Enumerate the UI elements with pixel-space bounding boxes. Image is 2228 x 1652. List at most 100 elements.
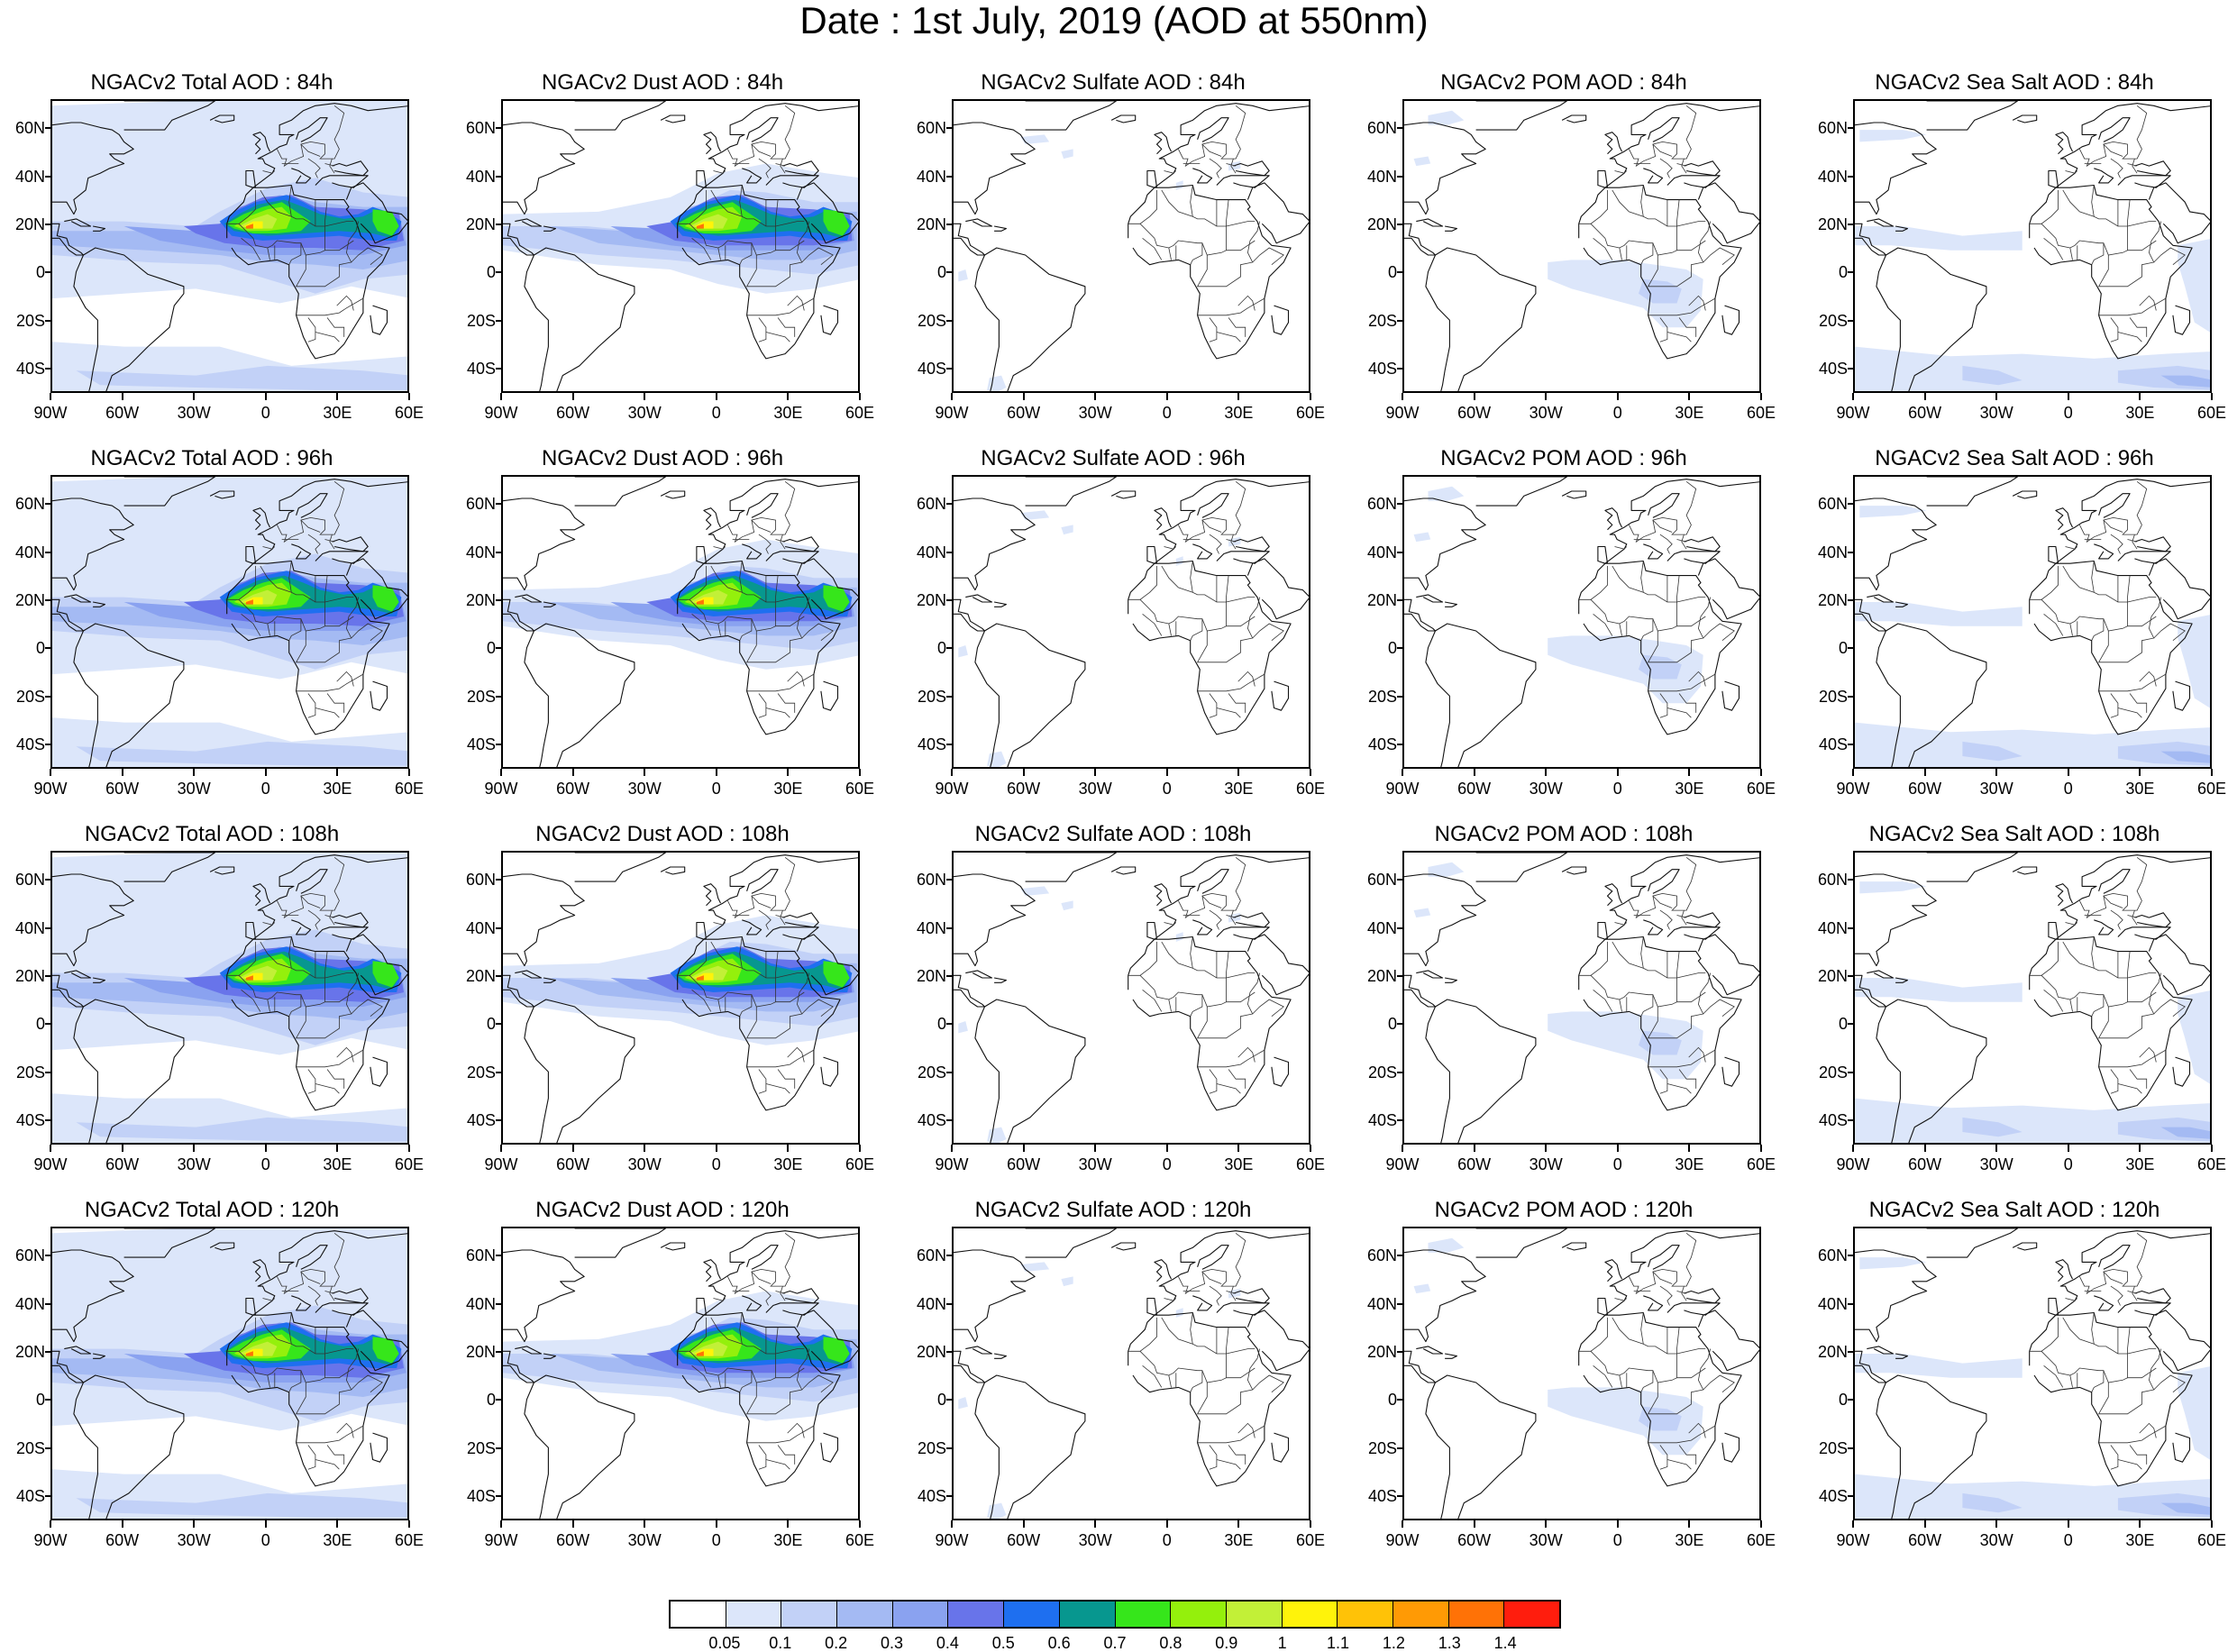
lat-tick [1397,974,1404,977]
country-border [2065,546,2078,550]
country-border [1161,941,1229,979]
lon-tick-label: 60E [2196,780,2227,798]
country-border [324,163,335,167]
country-border [1640,1312,1644,1345]
coastline [954,873,1036,967]
coastline [2048,854,2210,940]
map-plot-area [1853,475,2212,769]
lon-tick [1237,393,1240,400]
country-border [751,1271,772,1284]
country-border [1629,105,1697,168]
coastline [765,551,819,564]
coastline [2055,1259,2073,1282]
map-plot-area [1853,99,2212,393]
aod-contour-fill [1548,260,1703,328]
lat-tick [946,223,954,225]
country-border [324,1291,335,1294]
lat-tick-label: 20N [1817,214,1848,233]
lat-tick [496,127,503,130]
country-border [1216,707,1241,718]
country-border [1128,1317,1157,1352]
country-border [1196,221,1260,288]
country-border [300,143,321,157]
country-border [307,1445,316,1470]
country-border [1201,895,1222,908]
coastline [1146,1230,1309,1316]
country-border [241,613,261,636]
coastline [1416,970,1444,979]
coastline [226,560,390,735]
country-border [1703,999,1735,1018]
country-border [288,936,292,969]
country-border [765,1459,790,1470]
panel-title: NGACv2 Sea Salt AOD : 96h [1875,446,2154,470]
map-plot-area [50,1227,409,1520]
lat-tick [1848,1447,1855,1449]
lat-tick-label: 20N [465,590,496,609]
country-border [1676,616,1706,627]
coastline [64,1346,92,1355]
country-border [1593,613,1613,636]
country-border [2127,991,2157,1003]
country-border [267,247,270,260]
country-border [1209,1445,1218,1470]
country-border [2110,1445,2119,1470]
country-border [1619,247,1622,260]
country-border [1226,915,1237,918]
lon-tick [859,1145,861,1152]
lat-tick [45,1119,52,1122]
coastline [1128,560,1292,735]
coastline [796,1310,858,1372]
lat-tick [1397,1071,1404,1073]
coastline [1926,1228,2018,1258]
map-panel-pom: NGACv2 POM AOD : 96h 60N 40N 20N 0 20S 40S 90W 6… [1352,446,1776,808]
aod-contour-fill [987,751,1007,767]
lon-tick [1022,769,1025,776]
coastline [1666,551,1721,564]
country-border [2041,975,2128,1008]
colorbar-cell [1004,1602,1060,1627]
country-border [1168,999,1172,1012]
panel-title: NGACv2 Sulfate AOD : 120h [974,1198,1252,1222]
coastline [252,883,270,907]
coastline [974,247,1086,391]
panel-title: NGACv2 Dust AOD : 84h [541,70,784,95]
lon-tick-label: 60W [105,1155,140,1173]
lat-tick [496,695,503,698]
lat-tick [496,647,503,650]
country-border [1226,163,1237,167]
lat-tick-label: 40N [1366,167,1397,186]
lon-tick [787,393,790,400]
lat-tick [946,1495,954,1498]
coastline [1404,1350,1437,1383]
lat-tick [1848,1399,1855,1401]
lat-tick [496,598,503,601]
coastline [370,680,388,711]
coastline [574,477,666,507]
coastline [64,970,92,979]
aod-contour-fill [2160,1127,2210,1139]
lat-tick [1397,879,1404,881]
country-border [2139,671,2157,687]
lat-tick-label: 40N [14,167,45,186]
lon-tick-label: 30W [1078,404,1112,422]
country-border [1678,1069,1697,1089]
country-border [739,561,743,593]
lon-tick [336,393,339,400]
lat-tick-label: 20N [14,214,45,233]
colorbar-cell [726,1602,782,1627]
coastline [2055,883,2073,907]
panel-title: NGACv2 POM AOD : 120h [1434,1198,1694,1222]
country-border [1168,247,1172,260]
coastline [2094,1295,2114,1311]
aod-map [954,101,1309,391]
country-border [689,599,776,632]
coastline [296,1245,328,1270]
coastline [1233,536,1270,552]
aod-map [954,477,1309,767]
map-panel-pom: NGACv2 POM AOD : 108h 60N 40N 20N 0 20S 40S 90W… [1352,822,1776,1184]
lon-tick-label: 60E [1295,780,1326,798]
lat-tick-label: 20S [466,1438,496,1457]
coastline [1404,122,1486,215]
coastline [226,936,390,1111]
